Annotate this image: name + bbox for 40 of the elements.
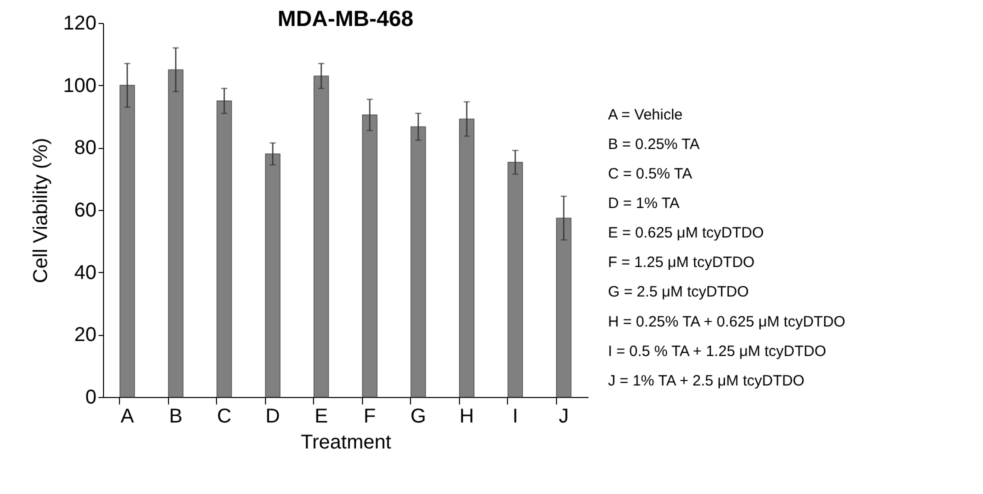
x-tick-label: J bbox=[558, 406, 569, 428]
text: F = 1.25 μM tcyDTDO bbox=[608, 254, 755, 272]
x-tick-label: D bbox=[266, 406, 280, 428]
x-tick-label: H bbox=[460, 406, 474, 428]
chart-title: MDA-MB-468 bbox=[278, 6, 414, 31]
y-tick-label: 60 bbox=[74, 200, 96, 222]
bar bbox=[410, 126, 426, 398]
bar bbox=[459, 118, 474, 398]
bar bbox=[120, 84, 135, 398]
y-tick-label: 40 bbox=[74, 262, 96, 284]
y-tick-label: 0 bbox=[85, 386, 96, 408]
y-axis-title: Cell Viability (%) bbox=[30, 138, 52, 284]
x-tick-label: G bbox=[410, 406, 426, 428]
text: H = 0.25% TA + 0.625 μM tcyDTDO bbox=[608, 313, 846, 330]
x-tick-label: F bbox=[364, 406, 376, 428]
x-tick-label: B bbox=[169, 406, 182, 428]
text: C = 0.5% TA bbox=[608, 166, 692, 183]
bar bbox=[168, 69, 184, 398]
bar bbox=[216, 100, 232, 398]
bar bbox=[314, 76, 329, 398]
text: B = 0.25% TA bbox=[608, 136, 700, 153]
text: E = 0.625 μM tcyDTDO bbox=[608, 224, 764, 242]
y-tick-label: 20 bbox=[74, 324, 96, 346]
bar bbox=[362, 114, 378, 398]
y-tick-label: 120 bbox=[63, 12, 96, 34]
x-axis-title: Treatment bbox=[300, 432, 392, 454]
text: A = Vehicle bbox=[608, 106, 683, 124]
bar bbox=[265, 154, 280, 398]
text: J = 1% TA + 2.5 μM tcyDTDO bbox=[608, 372, 804, 390]
text: I = 0.5 % TA + 1.25 μM tcyDTDO bbox=[608, 342, 826, 360]
x-tick-label: E bbox=[314, 406, 328, 428]
bar bbox=[508, 162, 523, 398]
x-tick-label: A bbox=[120, 406, 135, 428]
x-tick-label: I bbox=[512, 406, 518, 428]
text: G = 2.5 μM tcyDTDO bbox=[608, 284, 749, 301]
text: D = 1% TA bbox=[608, 195, 680, 212]
bar bbox=[556, 218, 572, 398]
y-tick-label: 100 bbox=[63, 74, 96, 97]
y-tick-label: 80 bbox=[74, 137, 96, 160]
x-tick-label: C bbox=[217, 406, 232, 428]
